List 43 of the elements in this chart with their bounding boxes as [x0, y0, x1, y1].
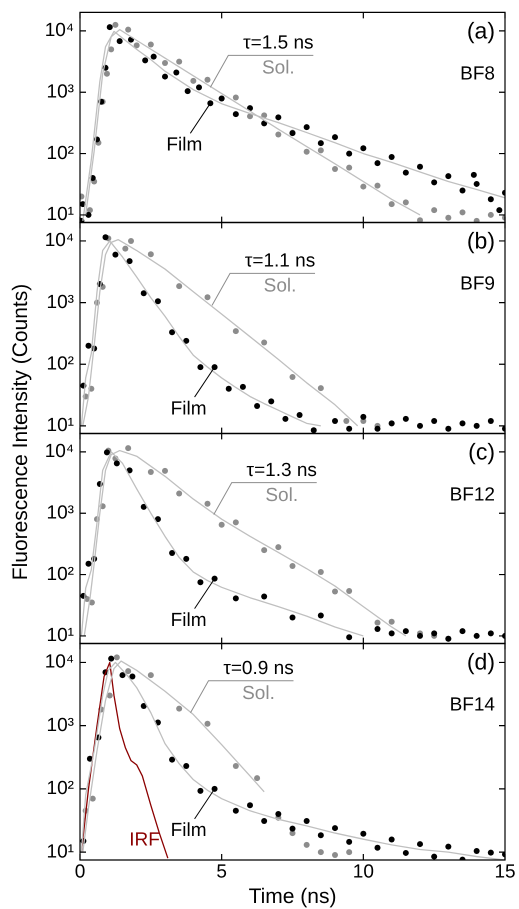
series-label: IRF: [129, 829, 160, 850]
y-tick-label: 10²: [46, 564, 74, 585]
x-tick-label: 0: [74, 862, 86, 883]
y-tick-label: 10³: [46, 502, 74, 524]
y-tick-label: 10¹: [46, 204, 74, 226]
y-tick-label: 10¹: [46, 841, 74, 862]
annotation: BF14: [450, 694, 496, 716]
y-tick-label: 10⁴: [44, 441, 74, 462]
x-tick-label: 5: [216, 862, 227, 883]
annotation: τ=0.9 ns: [223, 658, 294, 679]
y-tick-label: 10⁴: [44, 652, 74, 673]
y-tick-label: 10³: [46, 714, 74, 736]
x-axis-title: Time (ns): [248, 885, 336, 908]
y-tick-label: 10¹: [46, 625, 74, 646]
legend-label: Film: [166, 134, 202, 156]
legend-label: Film: [170, 398, 207, 420]
series-label: Sol.: [262, 58, 295, 79]
series-label: Sol.: [242, 682, 275, 704]
annotation: BF9: [460, 274, 495, 295]
annotation: BF12: [450, 484, 495, 506]
y-axis-title: Fluorescence Intensity (Counts): [9, 284, 33, 580]
legend-label: Film: [170, 820, 207, 842]
annotation: (d): [466, 648, 495, 675]
y-tick-label: 10²: [46, 778, 74, 800]
annotation: (c): [468, 438, 495, 465]
y-tick-label: 10¹: [46, 415, 74, 436]
annotation: τ=1.1 ns: [244, 250, 316, 272]
legend-label: Film: [170, 610, 207, 631]
annotation: τ=1.3 ns: [246, 460, 317, 481]
annotation: (a): [466, 18, 495, 44]
y-tick-label: 10²: [46, 142, 74, 164]
y-tick-label: 10⁴: [44, 20, 74, 42]
y-tick-label: 10³: [46, 81, 74, 102]
y-tick-label: 10³: [46, 292, 74, 313]
y-tick-label: 10²: [46, 353, 74, 374]
annotation: (b): [466, 228, 495, 254]
x-tick-label: 15: [494, 862, 516, 883]
y-tick-label: 10⁴: [44, 230, 74, 252]
annotation: τ=1.5 ns: [243, 32, 314, 54]
series-label: Sol.: [265, 484, 298, 506]
text: Sol.: [264, 276, 296, 297]
x-tick-label: 10: [352, 862, 374, 883]
annotation: BF8: [460, 64, 495, 85]
